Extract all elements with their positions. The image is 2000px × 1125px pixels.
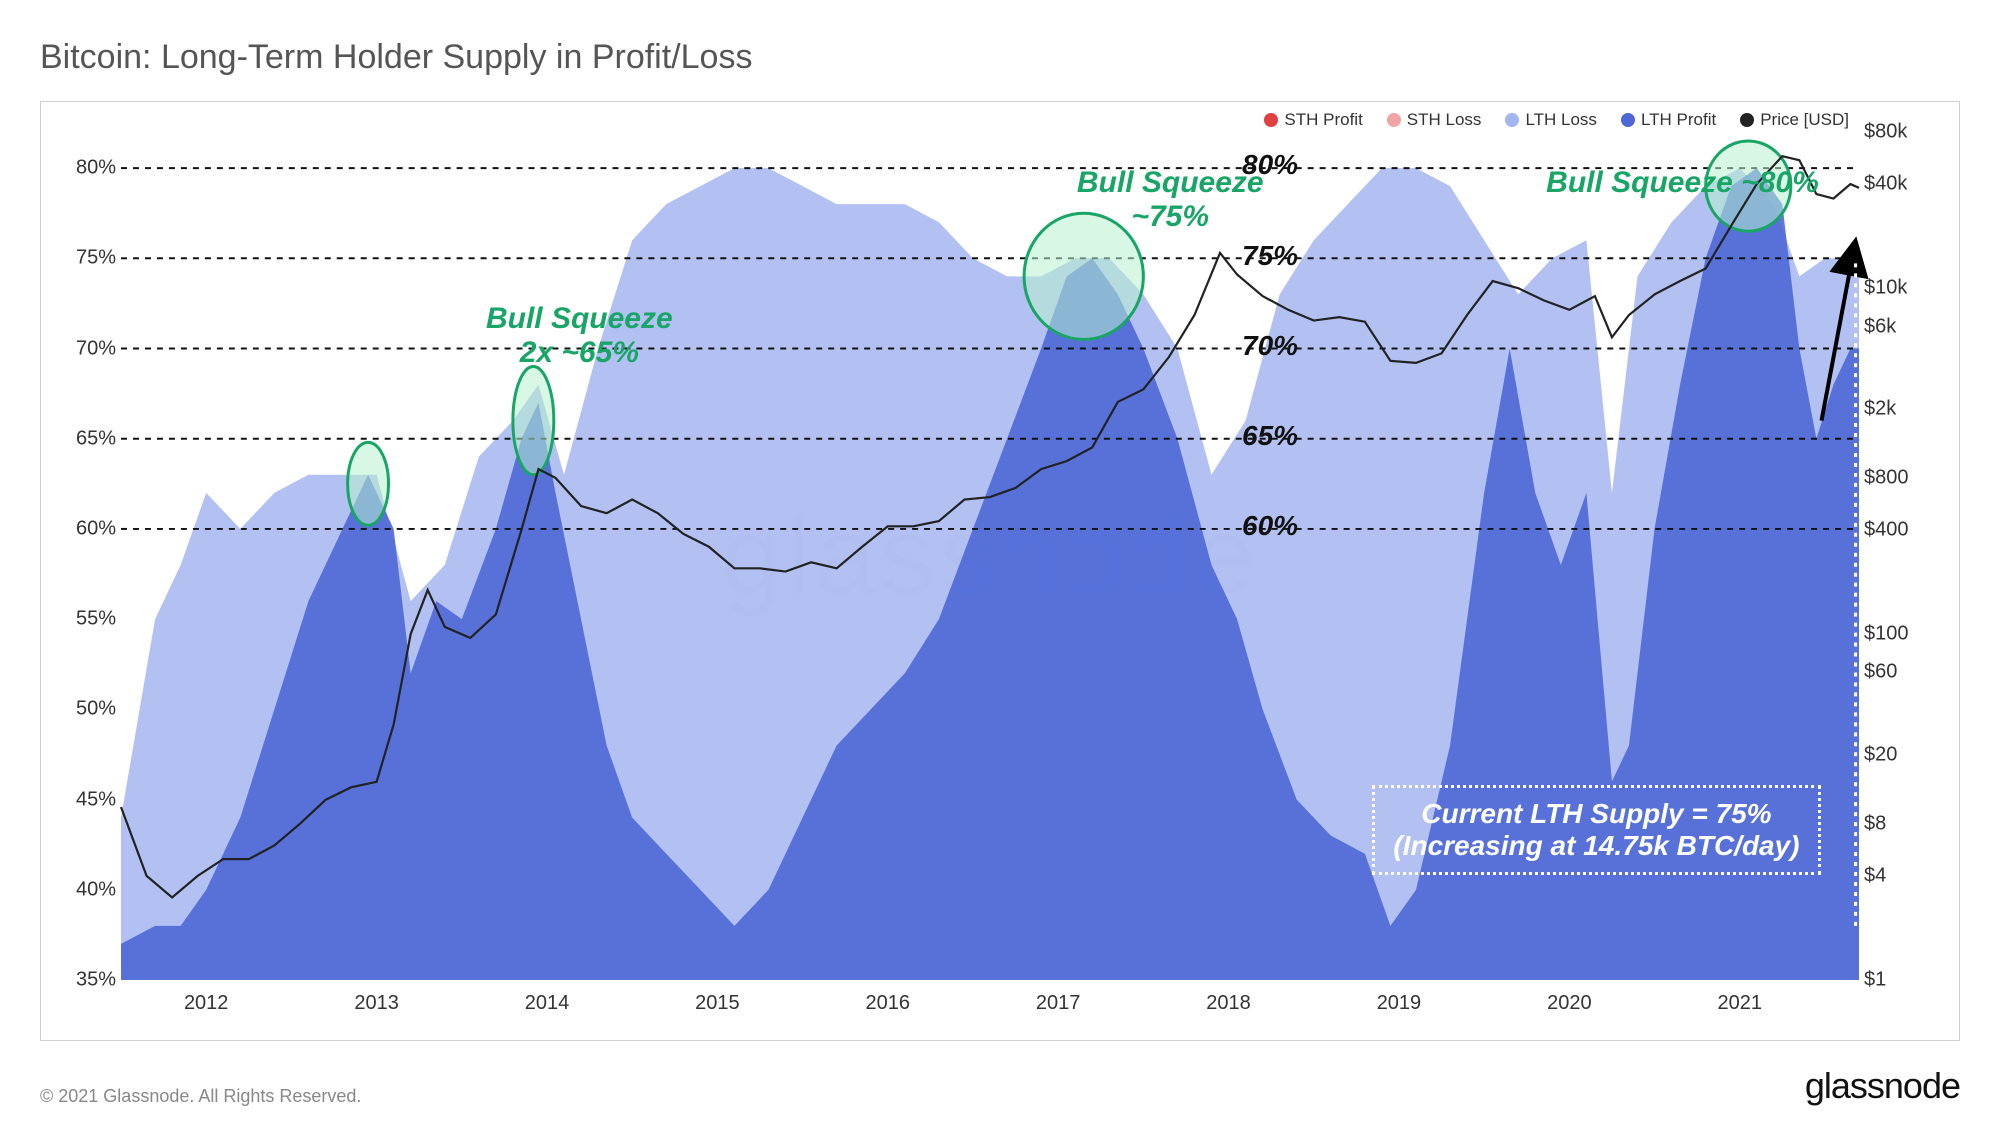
- x-tick-2013: 2013: [354, 992, 399, 1015]
- legend-label: STH Loss: [1407, 110, 1482, 130]
- plot-area: glassnode Bull Squeeze2x ~65%Bull Squeez…: [121, 132, 1859, 980]
- yr-tick-4: $4: [1864, 864, 1886, 887]
- legend-dot-icon: [1264, 113, 1278, 127]
- yr-tick-1: $1: [1864, 969, 1886, 992]
- x-tick-2020: 2020: [1547, 992, 1592, 1015]
- x-tick-2021: 2021: [1717, 992, 1762, 1015]
- ref-label-60: 60%: [1242, 510, 1298, 542]
- ref-label-65: 65%: [1242, 420, 1298, 452]
- yr-tick-20: $20: [1864, 743, 1897, 766]
- x-tick-2019: 2019: [1377, 992, 1422, 1015]
- x-tick-2016: 2016: [866, 992, 911, 1015]
- yl-tick-40: 40%: [76, 878, 116, 901]
- yl-tick-50: 50%: [76, 698, 116, 721]
- legend-item-lth-loss: LTH Loss: [1505, 110, 1597, 130]
- legend-item-sth-loss: STH Loss: [1387, 110, 1482, 130]
- legend-item-price-usd-: Price [USD]: [1740, 110, 1849, 130]
- legend-dot-icon: [1387, 113, 1401, 127]
- copyright: © 2021 Glassnode. All Rights Reserved.: [40, 1086, 361, 1107]
- legend-label: LTH Loss: [1525, 110, 1597, 130]
- legend-item-sth-profit: STH Profit: [1264, 110, 1362, 130]
- bull-squeeze-label-0: Bull Squeeze2x ~65%: [486, 302, 673, 371]
- yr-tick-2000: $2k: [1864, 398, 1896, 421]
- yr-tick-100: $100: [1864, 623, 1909, 646]
- brand-logo: glassnode: [1805, 1065, 1960, 1107]
- legend-dot-icon: [1740, 113, 1754, 127]
- ref-label-70: 70%: [1242, 330, 1298, 362]
- legend-dot-icon: [1505, 113, 1519, 127]
- legend-item-lth-profit: LTH Profit: [1621, 110, 1716, 130]
- x-tick-2012: 2012: [184, 992, 229, 1015]
- yr-tick-80000: $80k: [1864, 121, 1907, 144]
- yr-tick-10000: $10k: [1864, 277, 1907, 300]
- yl-tick-55: 55%: [76, 608, 116, 631]
- x-tick-2014: 2014: [525, 992, 570, 1015]
- legend-label: STH Profit: [1284, 110, 1362, 130]
- yr-tick-8: $8: [1864, 812, 1886, 835]
- ref-label-75: 75%: [1242, 240, 1298, 272]
- x-tick-2017: 2017: [1036, 992, 1081, 1015]
- yl-tick-45: 45%: [76, 788, 116, 811]
- yr-tick-60: $60: [1864, 661, 1897, 684]
- squeeze-ellipse-1: [513, 367, 554, 475]
- yl-tick-65: 65%: [76, 427, 116, 450]
- yr-tick-40000: $40k: [1864, 173, 1907, 196]
- chart-title: Bitcoin: Long-Term Holder Supply in Prof…: [40, 38, 1960, 77]
- yr-tick-800: $800: [1864, 466, 1909, 489]
- legend: STH Profit STH Loss LTH Loss LTH Profit Pric…: [1264, 110, 1849, 130]
- yl-tick-80: 80%: [76, 157, 116, 180]
- bull-squeeze-label-2: Bull Squeeze ~80%: [1546, 166, 1819, 201]
- yr-tick-400: $400: [1864, 518, 1909, 541]
- bull-squeeze-label-1: Bull Squeeze~75%: [1077, 166, 1264, 235]
- x-tick-2018: 2018: [1206, 992, 1251, 1015]
- legend-label: LTH Profit: [1641, 110, 1716, 130]
- white-annot-line1: Current LTH Supply = 75%: [1421, 798, 1771, 829]
- legend-label: Price [USD]: [1760, 110, 1849, 130]
- yl-tick-60: 60%: [76, 517, 116, 540]
- yl-tick-70: 70%: [76, 337, 116, 360]
- yl-tick-35: 35%: [76, 969, 116, 992]
- yl-tick-75: 75%: [76, 247, 116, 270]
- current-lth-annotation: Current LTH Supply = 75% (Increasing at …: [1372, 785, 1820, 875]
- x-tick-2015: 2015: [695, 992, 740, 1015]
- squeeze-ellipse-0: [348, 442, 389, 525]
- white-annot-line2: (Increasing at 14.75k BTC/day): [1393, 830, 1799, 861]
- x-axis: 2012 2013 2014 2015 2016 2017 2018 2019 2020 2021: [121, 992, 1859, 1022]
- y-axis-right: $1$4$8$20$60$100$400$800$2k$6k$10k$40k$8…: [1864, 132, 1949, 980]
- yr-tick-6000: $6k: [1864, 315, 1896, 338]
- ref-label-80: 80%: [1242, 149, 1298, 181]
- legend-dot-icon: [1621, 113, 1635, 127]
- y-axis-left: 35%40%45%50%55%60%65%70%75%80%: [51, 132, 116, 980]
- chart-frame: STH Profit STH Loss LTH Loss LTH Profit Pric…: [40, 101, 1960, 1041]
